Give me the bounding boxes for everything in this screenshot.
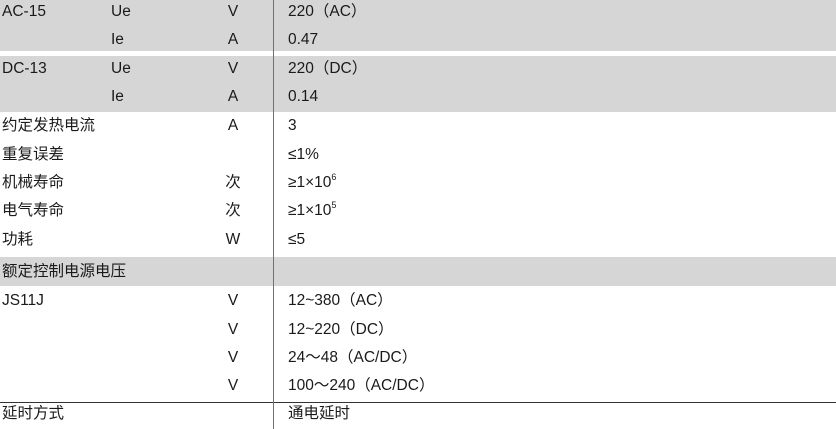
cell-c3: A (227, 117, 239, 134)
table-row: JS11J V 12~380（AC） (0, 287, 836, 315)
cell-c4: 24～48（AC/DC） (288, 349, 418, 366)
cell-c1: 机械寿命 (2, 174, 65, 191)
cell-c1: 约定发热电流 (2, 117, 96, 134)
cell-c4: 100～240（AC/DC） (288, 377, 435, 394)
ac15-band (0, 0, 836, 51)
table-row: 额定控制电源电压 (0, 258, 836, 286)
cell-c4: ≥1×106 (288, 169, 336, 197)
cell-c1: 重复误差 (2, 146, 65, 163)
table-row: DC-13 Ue V 220（DC） (0, 55, 836, 83)
divider-line (0, 402, 836, 403)
cell-c1: 延时方式 (2, 405, 65, 422)
cell-c3: A (227, 31, 239, 48)
column-divider (273, 0, 274, 429)
exponent: 5 (331, 200, 337, 210)
cell-c4: 0.47 (288, 31, 319, 48)
cell-c1: 额定控制电源电压 (2, 263, 127, 280)
dc13-band (0, 56, 836, 112)
cell-c2: Ie (111, 31, 124, 48)
cell-c4: ≤5 (288, 231, 306, 248)
table-row: V 24～48（AC/DC） (0, 344, 836, 372)
cell-c1: DC-13 (2, 60, 47, 77)
cell-c4: ≤1% (288, 146, 319, 163)
cell-c3: V (227, 3, 239, 20)
cell-c4: 3 (288, 117, 297, 134)
table-row: V 100～240（AC/DC） (0, 372, 836, 400)
cell-c1: 电气寿命 (2, 202, 65, 219)
cell-c3: 次 (225, 174, 241, 191)
cell-c4: 220（AC） (288, 3, 367, 20)
table-row: 功耗 W ≤5 (0, 226, 836, 254)
table-row: 机械寿命 次 ≥1×106 (0, 169, 836, 197)
table-row: 重复误差 ≤1% (0, 141, 836, 169)
section-band (0, 257, 836, 286)
table-row: Ie A 0.14 (0, 83, 836, 111)
cell-c3: 次 (225, 202, 241, 219)
cell-c3: A (227, 88, 239, 105)
cell-c3: W (225, 231, 241, 248)
cell-c2: Ue (111, 3, 131, 20)
table-row: 电气寿命 次 ≥1×105 (0, 197, 836, 225)
cell-c3: V (227, 321, 239, 338)
cell-c4: 12~220（DC） (288, 321, 394, 338)
value-text: ≥1×10 (288, 174, 332, 191)
table-row: AC-15 Ue V 220（AC） (0, 0, 836, 26)
cell-c3: V (227, 349, 239, 366)
cell-c2: Ue (111, 60, 131, 77)
table-row: V 12~220（DC） (0, 316, 836, 344)
cell-c2: Ie (111, 88, 124, 105)
cell-c4: ≥1×105 (288, 197, 336, 225)
value-text: ≥1×10 (288, 202, 332, 219)
cell-c3: V (227, 292, 239, 309)
cell-c1: 功耗 (2, 231, 34, 248)
table-row: 约定发热电流 A 3 (0, 112, 836, 140)
cell-c4: 220（DC） (288, 60, 368, 77)
exponent: 6 (331, 172, 337, 182)
cell-c3: V (227, 60, 239, 77)
table-row: Ie A 0.47 (0, 26, 836, 54)
cell-c4: 12~380（AC） (288, 292, 393, 309)
cell-c1: JS11J (2, 292, 44, 309)
cell-c4: 通电延时 (288, 405, 351, 422)
cell-c1: AC-15 (2, 3, 46, 20)
cell-c3: V (227, 377, 239, 394)
cell-c4: 0.14 (288, 88, 319, 105)
table-row: 延时方式 通电延时 (0, 400, 836, 428)
